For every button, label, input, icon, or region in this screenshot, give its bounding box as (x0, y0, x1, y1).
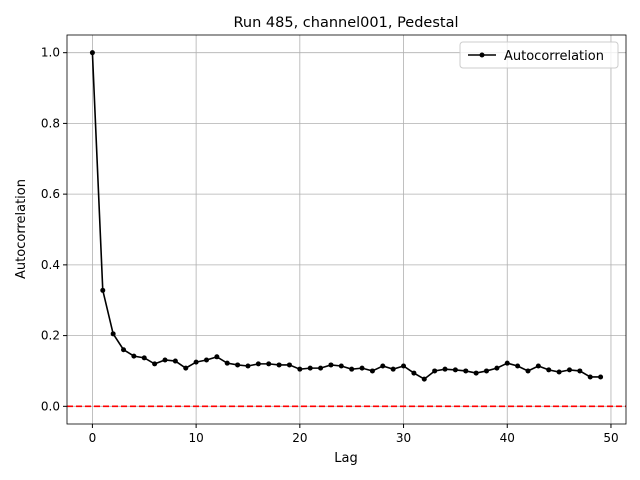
data-point (328, 362, 334, 368)
data-point (110, 331, 116, 337)
data-point (183, 365, 189, 371)
data-point (390, 366, 396, 372)
data-point (131, 353, 137, 359)
data-point (432, 368, 438, 374)
data-point (452, 367, 458, 373)
chart-title: Run 485, channel001, Pedestal (233, 15, 458, 31)
data-point (577, 368, 583, 374)
data-point (587, 374, 593, 380)
data-point (141, 355, 147, 361)
legend-box (459, 41, 619, 69)
data-point (525, 368, 531, 374)
data-point (473, 370, 479, 376)
data-point (255, 361, 261, 367)
data-point (535, 363, 541, 369)
y-tick-label: 0.6 (41, 187, 60, 201)
data-point (401, 363, 407, 369)
data-point (504, 360, 510, 366)
data-point (214, 354, 220, 360)
data-point (359, 365, 365, 371)
data-point (380, 363, 386, 369)
data-point (494, 365, 500, 371)
y-tick-label: 0.4 (41, 258, 60, 272)
data-point (349, 366, 355, 372)
y-axis-label: Autocorrelation (14, 179, 29, 279)
data-point (224, 360, 230, 366)
y-tick-label: 0.2 (41, 329, 60, 343)
data-point (484, 368, 490, 374)
data-point (566, 367, 572, 373)
data-point (598, 374, 604, 380)
plot-frame (66, 34, 627, 425)
legend-label: Autocorrelation (504, 49, 604, 64)
data-point (100, 287, 106, 293)
x-tick-label: 0 (89, 431, 97, 445)
data-point (286, 362, 292, 368)
y-tick-label: 0.0 (41, 399, 60, 413)
data-point (297, 366, 303, 372)
data-point (515, 363, 521, 369)
x-tick-label: 30 (396, 431, 411, 445)
x-tick-label: 40 (500, 431, 515, 445)
data-point (276, 362, 282, 368)
data-point (338, 363, 344, 369)
data-point (369, 368, 375, 374)
data-point (172, 358, 178, 364)
data-point (245, 363, 251, 369)
data-point (121, 347, 127, 353)
x-tick-label: 10 (188, 431, 203, 445)
data-point (556, 369, 562, 375)
x-axis-label: Lag (334, 451, 357, 466)
data-point (203, 357, 209, 363)
x-tick-label: 20 (292, 431, 307, 445)
data-point (307, 365, 313, 371)
data-point (152, 361, 158, 367)
y-tick-label: 0.8 (41, 116, 60, 130)
data-point (266, 361, 272, 367)
data-point (89, 50, 95, 56)
x-tick-label: 50 (603, 431, 618, 445)
data-point (162, 357, 168, 363)
legend-marker (479, 52, 485, 58)
data-point (411, 370, 417, 376)
data-point (463, 368, 469, 374)
data-point (442, 366, 448, 372)
data-point (546, 367, 552, 373)
data-point (318, 365, 324, 371)
data-point (235, 362, 241, 368)
data-point (421, 376, 427, 382)
data-point (193, 359, 199, 365)
y-tick-label: 1.0 (41, 46, 60, 60)
